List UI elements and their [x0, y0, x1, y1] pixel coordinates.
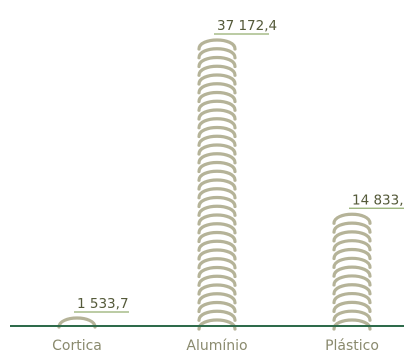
bar-ring [197, 73, 237, 86]
bar-ring [332, 230, 372, 243]
category-label-cortica: Cortica [52, 338, 102, 352]
bar-ring [197, 152, 237, 165]
bar-ring [197, 169, 237, 182]
bar-ring [197, 178, 237, 191]
bar-ring [57, 316, 97, 329]
bar-ring [332, 221, 372, 234]
bar-ring [197, 187, 237, 200]
bar-ring [197, 248, 237, 261]
bar-ring [197, 82, 237, 95]
value-labels: 1 533,7 37 172,4 14 833,4 [77, 18, 404, 312]
value-label-plastico: 14 833,4 [352, 192, 404, 208]
bar-ring [197, 160, 237, 174]
bar-ring [197, 204, 237, 217]
bars-layer [57, 33, 404, 331]
bar-ring [332, 274, 372, 287]
bar-ring [197, 117, 237, 130]
bar-ring [197, 239, 237, 252]
bar-plastico [332, 212, 372, 331]
bar-ring [197, 230, 237, 244]
bar-ring [197, 195, 237, 209]
bar-ring [197, 257, 237, 270]
bar-ring [197, 265, 237, 279]
bar-ring [197, 38, 237, 51]
bar-ring [332, 247, 372, 261]
bar-ring [197, 47, 237, 60]
bar-ring [197, 125, 237, 139]
category-labels: Cortica Alumínio Plástico [52, 338, 379, 352]
bar-ring [197, 274, 237, 287]
bar-ring [197, 55, 237, 69]
bar-ring [197, 134, 237, 147]
bar-ring [197, 108, 237, 121]
bar-ring [197, 90, 237, 104]
bar-ring [332, 283, 372, 296]
bar-ring [197, 64, 237, 77]
bar-ring [332, 212, 372, 225]
bar-ring [197, 99, 237, 112]
bar-ring [197, 309, 237, 322]
bar-ring [332, 300, 372, 313]
category-label-plastico: Plástico [325, 338, 379, 352]
category-label-aluminio: Alumínio [186, 338, 247, 352]
bar-ring [332, 318, 372, 331]
value-label-aluminio: 37 172,4 [217, 18, 277, 34]
bar-ring [197, 283, 237, 296]
bar-ring [332, 291, 372, 305]
bar-aluminio [197, 38, 237, 331]
bar-ring [197, 292, 237, 305]
bar-ring [197, 143, 237, 156]
bar-ring [197, 300, 237, 314]
value-label-cortica: 1 533,7 [77, 296, 129, 312]
bar-ring [197, 213, 237, 226]
bar-ring [197, 222, 237, 235]
bar-cortica [57, 316, 97, 329]
bar-ring [332, 239, 372, 252]
bar-ring [332, 265, 372, 278]
bar-ring [197, 318, 237, 331]
bar-ring [332, 309, 372, 322]
bar-ring [332, 256, 372, 269]
